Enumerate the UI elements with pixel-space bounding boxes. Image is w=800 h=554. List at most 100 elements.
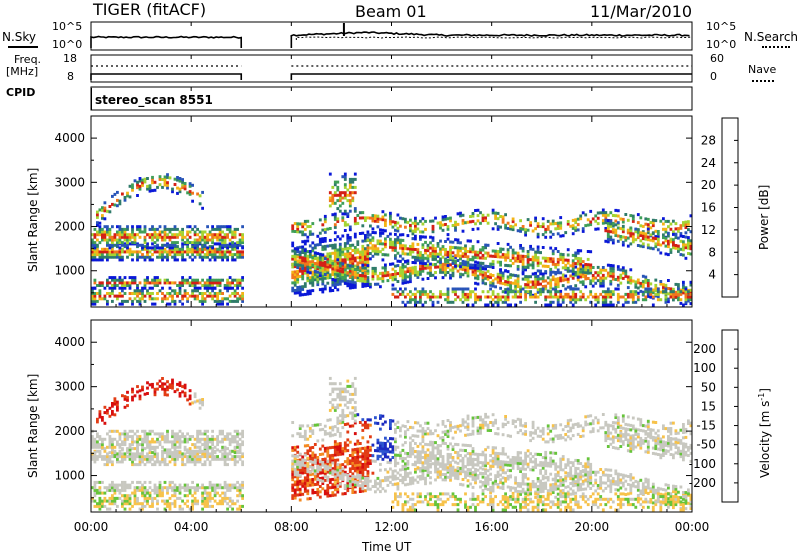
power-cell (672, 219, 675, 223)
power-cell (98, 294, 102, 298)
power-cell (118, 238, 122, 242)
power-cell (644, 278, 648, 282)
velocity-cell (206, 440, 209, 444)
power-cell (589, 279, 593, 283)
power-cell (131, 188, 134, 192)
velocity-cell (171, 429, 174, 433)
power-cell (93, 302, 97, 306)
power-cell (128, 242, 132, 246)
velocity-cell (296, 480, 300, 484)
power-cell (506, 270, 510, 274)
power-cell (336, 188, 340, 192)
power-cell (226, 302, 229, 306)
power-cell (306, 257, 310, 261)
power-cell (416, 227, 420, 231)
velocity-cell (143, 494, 147, 498)
velocity-cell (348, 462, 352, 465)
power-cell (333, 238, 337, 242)
power-cell (484, 267, 487, 271)
power-cell (166, 281, 169, 285)
power-cell (121, 302, 124, 306)
power-cell (163, 180, 167, 184)
power-cell (186, 225, 189, 229)
power-cell (476, 256, 480, 260)
power-cell (113, 281, 117, 285)
power-cell (328, 276, 332, 280)
velocity-cell (308, 481, 312, 485)
power-cell (128, 286, 132, 290)
power-cell (519, 244, 522, 247)
velocity-cell (191, 455, 194, 459)
velocity-cell (118, 455, 122, 459)
power-cell (461, 265, 465, 269)
power-cell (674, 295, 678, 299)
velocity-cell (178, 437, 182, 441)
power-cell (639, 216, 643, 220)
power-cell (308, 252, 312, 256)
velocity-cell (151, 429, 154, 433)
power-cell (476, 264, 480, 268)
velocity-cell (316, 474, 320, 478)
velocity-cell (241, 440, 244, 444)
velocity-cell (151, 437, 154, 441)
power-cell (424, 266, 427, 270)
power-cell (333, 272, 337, 276)
power-cell (108, 210, 112, 214)
power-cell (511, 281, 515, 285)
power-cell (441, 228, 445, 232)
velocity-cell (211, 435, 214, 439)
power-cell (429, 268, 432, 272)
chart-title: TIGER (fitACF) (93, 0, 207, 19)
power-cell (296, 230, 300, 234)
power-cell (456, 287, 460, 291)
power-cell (111, 247, 114, 251)
power-cell (91, 241, 94, 245)
power-cell (626, 244, 630, 248)
power-cell (449, 273, 452, 277)
power-cell (233, 289, 237, 293)
velocity-cell (131, 440, 134, 444)
power-cell (121, 247, 124, 251)
power-cell (641, 290, 645, 294)
power-cell (348, 257, 352, 261)
power-cell (646, 231, 650, 235)
velocity-cell (196, 440, 199, 444)
power-cell (369, 216, 372, 220)
power-cell (191, 292, 194, 295)
power-cell (211, 235, 214, 239)
velocity-cell (321, 458, 325, 461)
power-cell (181, 302, 184, 306)
velocity-cell (168, 507, 172, 511)
power-cell (138, 179, 142, 183)
power-cell (361, 260, 365, 264)
power-cell (126, 241, 129, 245)
power-cell (138, 177, 142, 180)
velocity-cell (153, 496, 157, 500)
velocity-cell (291, 496, 295, 500)
power-cell (586, 295, 590, 299)
velocity-cell (196, 455, 199, 459)
power-cell (106, 281, 109, 285)
power-cell (564, 274, 568, 278)
velocity-cell (163, 451, 167, 455)
velocity-cell (178, 440, 182, 444)
power-cell (449, 253, 452, 257)
power-cell (116, 190, 119, 194)
power-cell (664, 252, 668, 256)
power-cell (391, 287, 395, 291)
power-cell (221, 235, 224, 239)
power-cell (551, 278, 555, 282)
power-cell (181, 297, 184, 301)
power-cell (469, 215, 472, 218)
velocity-cell (103, 504, 107, 508)
power-cell (429, 235, 432, 239)
power-cell (466, 220, 470, 224)
velocity-cell (131, 457, 134, 461)
velocity-cell (146, 457, 149, 461)
velocity-cell (93, 455, 97, 459)
power-cell (188, 247, 192, 251)
velocity-cell (136, 488, 139, 492)
power-cell (331, 273, 335, 276)
power-cell (559, 276, 563, 280)
power-cell (306, 250, 310, 254)
